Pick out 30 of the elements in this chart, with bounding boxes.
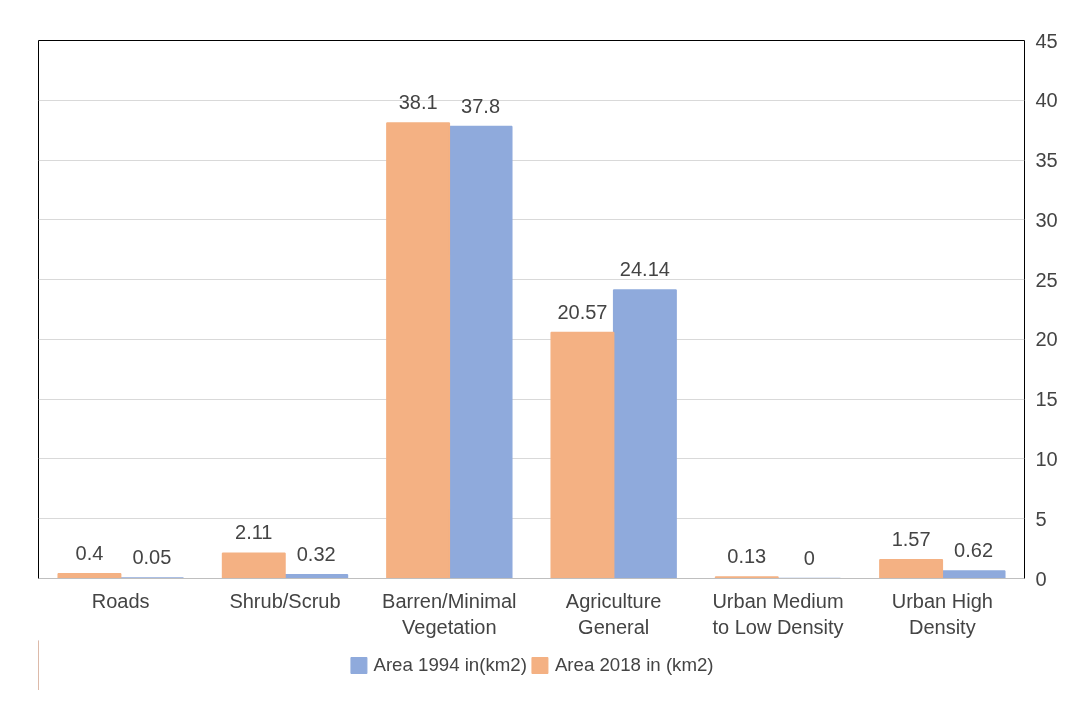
y-tick-label: 15 (1035, 388, 1058, 411)
data-label: 1.57 (891, 527, 931, 550)
x-tick-label: Roads (91, 589, 150, 612)
data-label: 0.13 (727, 544, 767, 567)
y-tick-label: 40 (1035, 89, 1058, 112)
data-label: 0.4 (75, 541, 104, 564)
data-label: 24.14 (619, 257, 670, 280)
legend-label: Area 2018 in (km2) (554, 654, 714, 676)
y-tick-label: 35 (1035, 149, 1058, 172)
x-tick-label: Agriculture General (565, 589, 662, 638)
data-label: 0.05 (132, 545, 172, 568)
data-label: 2.11 (235, 521, 273, 544)
x-tick-label: Urban High Density (891, 589, 993, 638)
y-tick-label: 30 (1035, 208, 1058, 231)
y-tick-label: 10 (1035, 447, 1058, 470)
y-tick-label: 25 (1035, 268, 1058, 291)
y-tick-label: 20 (1035, 328, 1058, 351)
x-tick-label: Urban Medium to Low Density (712, 589, 844, 638)
x-tick-label: Shrub/Scrub (229, 589, 341, 612)
y-tick-label: 45 (1035, 29, 1058, 52)
y-tick-label: 5 (1035, 507, 1047, 530)
data-label: 0 (803, 546, 815, 569)
data-label: 37.8 (461, 94, 501, 117)
legend-label: Area 1994 in(km2) (373, 654, 527, 676)
data-label: 38.1 (398, 90, 438, 113)
x-tick-label: Barren/Minimal Vegetation (382, 589, 517, 638)
data-label: 0.32 (296, 542, 336, 565)
data-label: 0.62 (954, 539, 994, 562)
data-label: 20.57 (557, 300, 608, 323)
y-tick-label: 0 (1035, 567, 1047, 590)
